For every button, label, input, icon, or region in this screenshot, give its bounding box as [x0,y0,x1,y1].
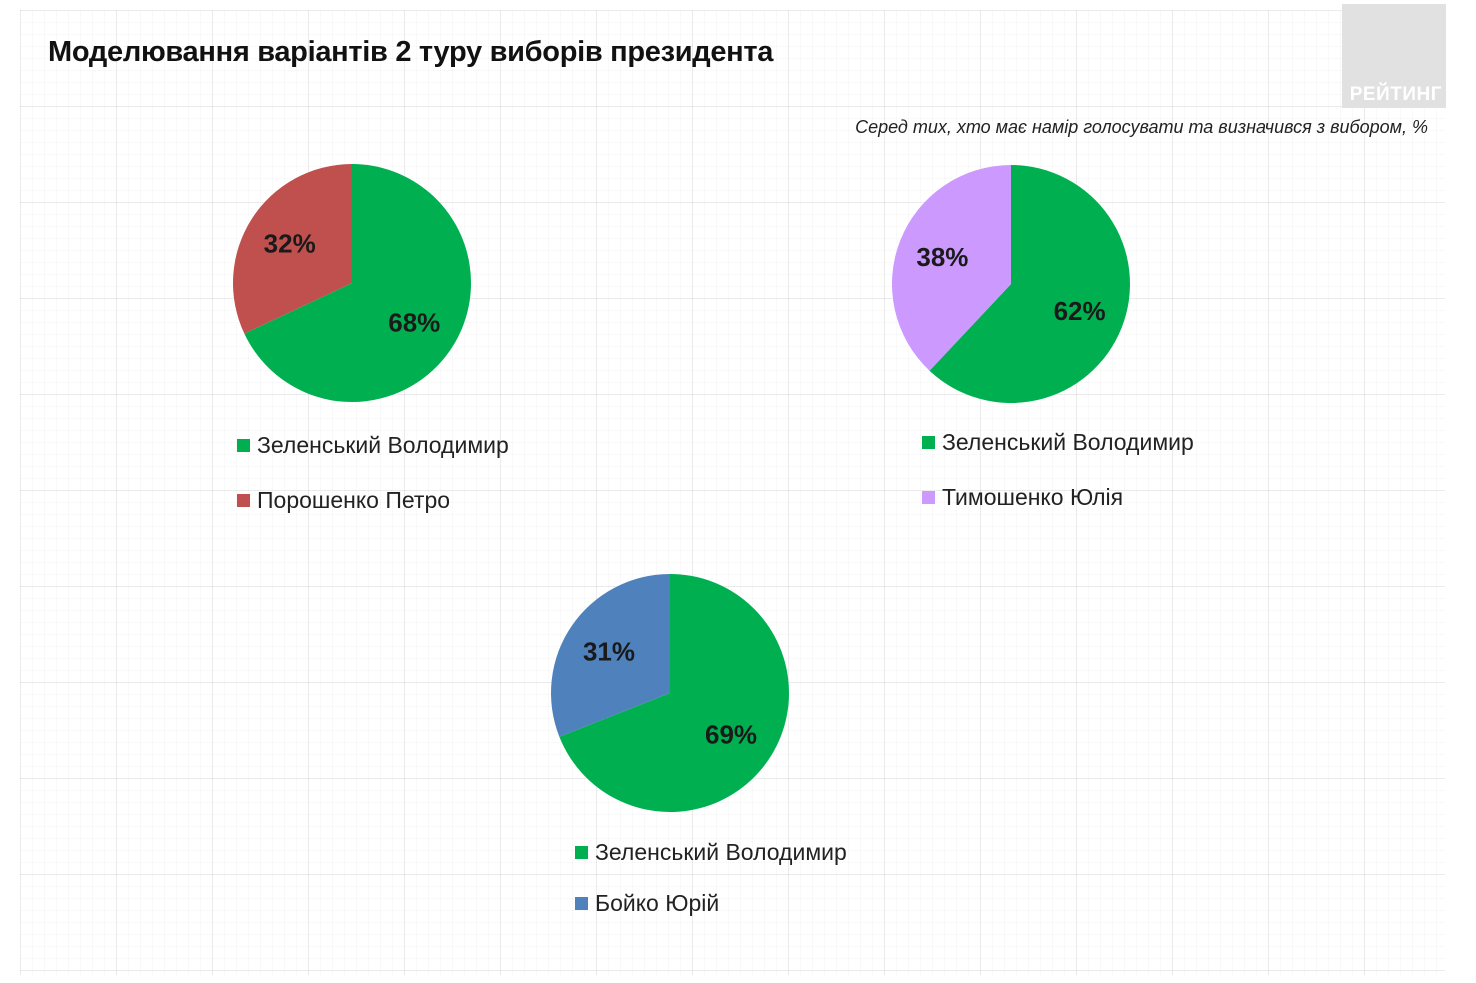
legend-item-zelensky: Зеленський Володимир [575,839,847,866]
legend-swatch-poroshenko [237,494,250,507]
legend-item-zelensky: Зеленський Володимир [922,429,1194,456]
legend-label-poroshenko: Порошенко Петро [257,487,451,513]
legend-label-zelensky: Зеленський Володимир [942,429,1194,455]
page-title: Моделювання варіантів 2 туру виборів пре… [48,36,774,68]
legend-swatch-zelensky [575,846,588,859]
rating-logo: РЕЙТИНГ [1342,4,1446,108]
legend-label-boyko: Бойко Юрій [595,890,720,916]
legend-swatch-zelensky [922,436,935,449]
legend-chart-2: Зеленський Володимир Тимошенко Юлія [922,429,1194,511]
legend-swatch-zelensky [237,439,250,452]
legend-chart-1: Зеленський Володимир Порошенко Петро [237,432,509,514]
legend-swatch-tymoshenko [922,491,935,504]
legend-item-boyko: Бойко Юрій [575,890,847,917]
legend-item-poroshenko: Порошенко Петро [237,487,509,514]
legend-item-tymoshenko: Тимошенко Юлія [922,484,1194,511]
legend-chart-3: Зеленський Володимир Бойко Юрій [575,839,847,917]
chart-subtitle: Серед тих, хто має намір голосувати та в… [855,117,1428,137]
legend-swatch-boyko [575,897,588,910]
grid-background [20,10,1445,975]
legend-item-zelensky: Зеленський Володимир [237,432,509,459]
legend-label-zelensky: Зеленський Володимир [257,432,509,458]
legend-label-tymoshenko: Тимошенко Юлія [942,484,1124,510]
legend-label-zelensky: Зеленський Володимир [595,839,847,865]
logo-text: РЕЙТИНГ [1349,84,1442,105]
